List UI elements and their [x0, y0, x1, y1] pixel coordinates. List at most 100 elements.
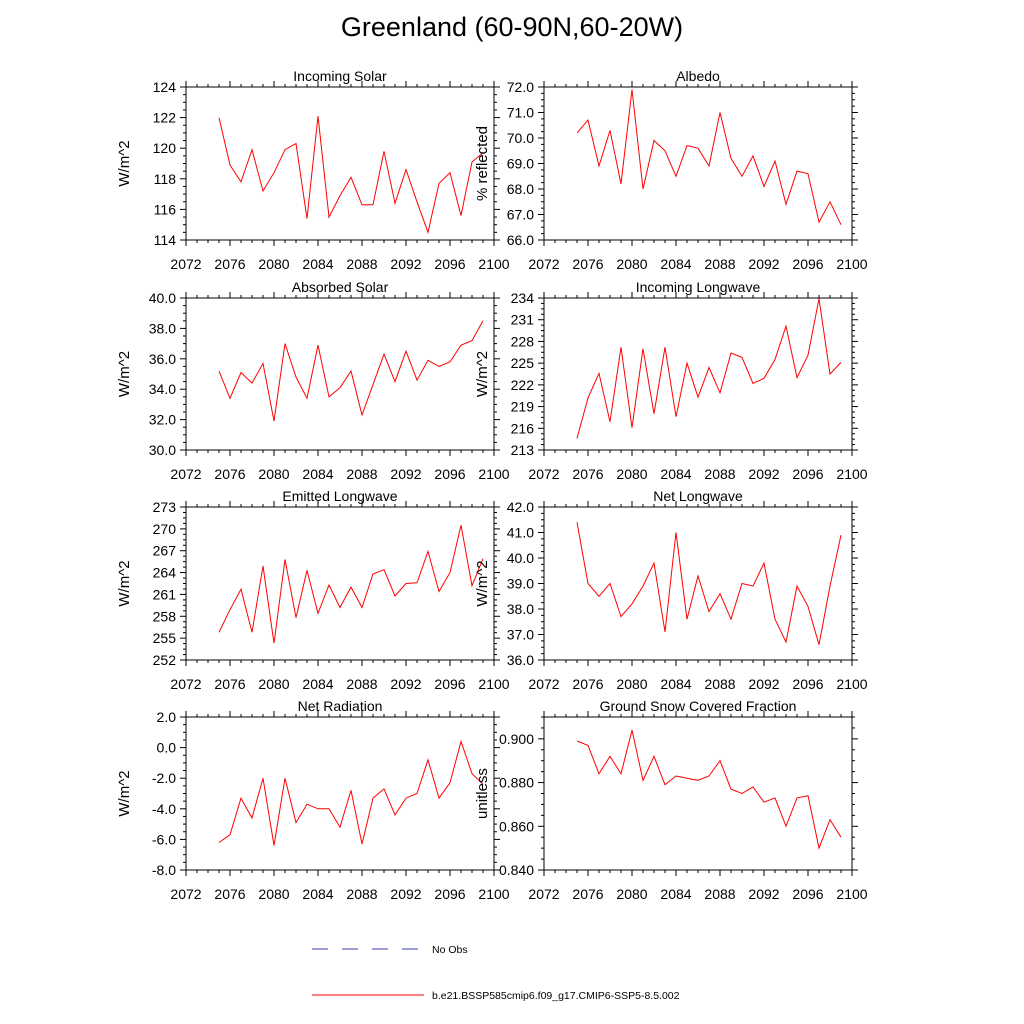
y-tick-label: 124 — [153, 79, 177, 95]
y-tick-label: 68.0 — [507, 181, 534, 197]
y-tick-label: 267 — [153, 543, 177, 559]
x-tick-label: 2084 — [302, 676, 333, 692]
panel-title: Emitted Longwave — [282, 488, 397, 504]
y-tick-label: 71.0 — [507, 105, 534, 121]
plot-frame — [543, 86, 853, 241]
series-line — [218, 739, 484, 846]
y-axis-label: W/m^2 — [474, 351, 491, 397]
x-tick-label: 2072 — [528, 886, 559, 902]
y-tick-label: 41.0 — [507, 525, 534, 541]
y-tick-label: 40.0 — [507, 550, 534, 566]
y-tick-label: 67.0 — [507, 207, 534, 223]
y-tick-label: 255 — [153, 630, 177, 646]
y-tick-label: 270 — [153, 521, 177, 537]
y-axis-label: W/m^2 — [474, 560, 491, 606]
x-tick-label: 2072 — [528, 676, 559, 692]
x-tick-label: 2080 — [616, 256, 647, 272]
y-tick-label: 37.0 — [507, 627, 534, 643]
y-tick-label: 72.0 — [507, 79, 534, 95]
y-tick-label: 66.0 — [507, 232, 534, 248]
x-tick-label: 2092 — [748, 676, 779, 692]
y-tick-label: 2.0 — [157, 709, 177, 725]
x-tick-label: 2096 — [434, 466, 465, 482]
x-tick-label: 2080 — [258, 256, 289, 272]
page-title: Greenland (60-90N,60-20W) — [340, 12, 684, 42]
x-tick-label: 2080 — [616, 676, 647, 692]
x-tick-label: 2084 — [302, 886, 333, 902]
x-tick-label: 2080 — [616, 886, 647, 902]
series-line — [576, 729, 842, 850]
x-tick-label: 2076 — [214, 886, 245, 902]
x-tick-label: 2080 — [616, 466, 647, 482]
y-tick-label: -8.0 — [152, 862, 176, 878]
y-tick-label: -2.0 — [152, 770, 176, 786]
x-tick-label: 2080 — [258, 676, 289, 692]
x-tick-label: 2088 — [346, 256, 377, 272]
panel-title: Incoming Solar — [293, 68, 387, 84]
x-tick-label: 2072 — [528, 466, 559, 482]
y-tick-label: 234 — [511, 290, 535, 306]
plot-frame — [185, 86, 495, 241]
y-tick-label: 219 — [511, 399, 535, 415]
x-tick-label: 2080 — [258, 466, 289, 482]
y-tick-label: 36.0 — [149, 351, 176, 367]
y-tick-label: 0.860 — [499, 818, 534, 834]
panel-title: Absorbed Solar — [292, 279, 389, 295]
y-tick-label: 252 — [153, 652, 177, 668]
y-tick-label: 118 — [154, 171, 177, 187]
x-tick-label: 2088 — [346, 676, 377, 692]
x-tick-label: 2076 — [572, 886, 603, 902]
x-tick-label: 2096 — [792, 886, 823, 902]
plot-frame — [185, 297, 495, 451]
y-tick-label: 258 — [153, 608, 177, 624]
x-tick-label: 2084 — [660, 676, 691, 692]
x-tick-label: 2076 — [214, 256, 245, 272]
chart-panel-0: Incoming Solar 2072 2076 2080 2084 2088 2092 20… — [116, 68, 510, 272]
series-line — [576, 522, 842, 645]
y-tick-label: 0.900 — [499, 731, 534, 747]
y-tick-label: 116 — [154, 201, 177, 217]
plot-frame — [185, 716, 495, 871]
x-tick-label: 2100 — [836, 886, 867, 902]
y-axis-label: W/m^2 — [116, 351, 133, 397]
x-tick-label: 2084 — [302, 256, 333, 272]
y-tick-label: 0.0 — [157, 740, 177, 756]
x-tick-label: 2096 — [434, 256, 465, 272]
y-axis-label: % reflected — [474, 126, 491, 201]
y-tick-label: 36.0 — [507, 652, 534, 668]
x-tick-label: 2096 — [434, 886, 465, 902]
y-tick-label: 70.0 — [507, 130, 534, 146]
y-tick-label: -4.0 — [152, 801, 176, 817]
plot-frame — [185, 506, 495, 661]
y-tick-label: 122 — [153, 110, 177, 126]
x-tick-label: 2072 — [170, 676, 201, 692]
x-tick-label: 2076 — [572, 676, 603, 692]
x-tick-label: 2100 — [478, 466, 509, 482]
y-tick-label: 213 — [511, 442, 535, 458]
panel-title: Net Radiation — [298, 698, 383, 714]
chart-panel-5: Net Longwave 2072 2076 2080 2084 2088 2092 2096… — [474, 488, 868, 692]
y-tick-label: 39.0 — [507, 576, 534, 592]
y-tick-label: 40.0 — [149, 290, 176, 306]
y-tick-label: 225 — [511, 355, 535, 371]
y-tick-label: 261 — [153, 586, 177, 602]
x-tick-label: 2088 — [704, 256, 735, 272]
y-tick-label: 222 — [511, 377, 535, 393]
x-tick-label: 2092 — [748, 256, 779, 272]
x-tick-label: 2096 — [792, 466, 823, 482]
y-tick-label: 114 — [154, 232, 177, 248]
y-tick-label: 32.0 — [149, 412, 176, 428]
x-tick-label: 2072 — [170, 256, 201, 272]
x-tick-label: 2100 — [478, 676, 509, 692]
x-tick-label: 2092 — [390, 676, 421, 692]
y-tick-label: 38.0 — [149, 320, 176, 336]
panel-title: Incoming Longwave — [636, 279, 761, 295]
x-tick-label: 2088 — [704, 886, 735, 902]
chart-panel-4: Emitted Longwave 2072 2076 2080 2084 2088 2092… — [116, 488, 510, 692]
plot-frame — [543, 297, 853, 451]
y-tick-label: 34.0 — [149, 381, 176, 397]
x-tick-label: 2100 — [836, 256, 867, 272]
x-tick-label: 2100 — [836, 466, 867, 482]
y-tick-label: -6.0 — [152, 831, 176, 847]
